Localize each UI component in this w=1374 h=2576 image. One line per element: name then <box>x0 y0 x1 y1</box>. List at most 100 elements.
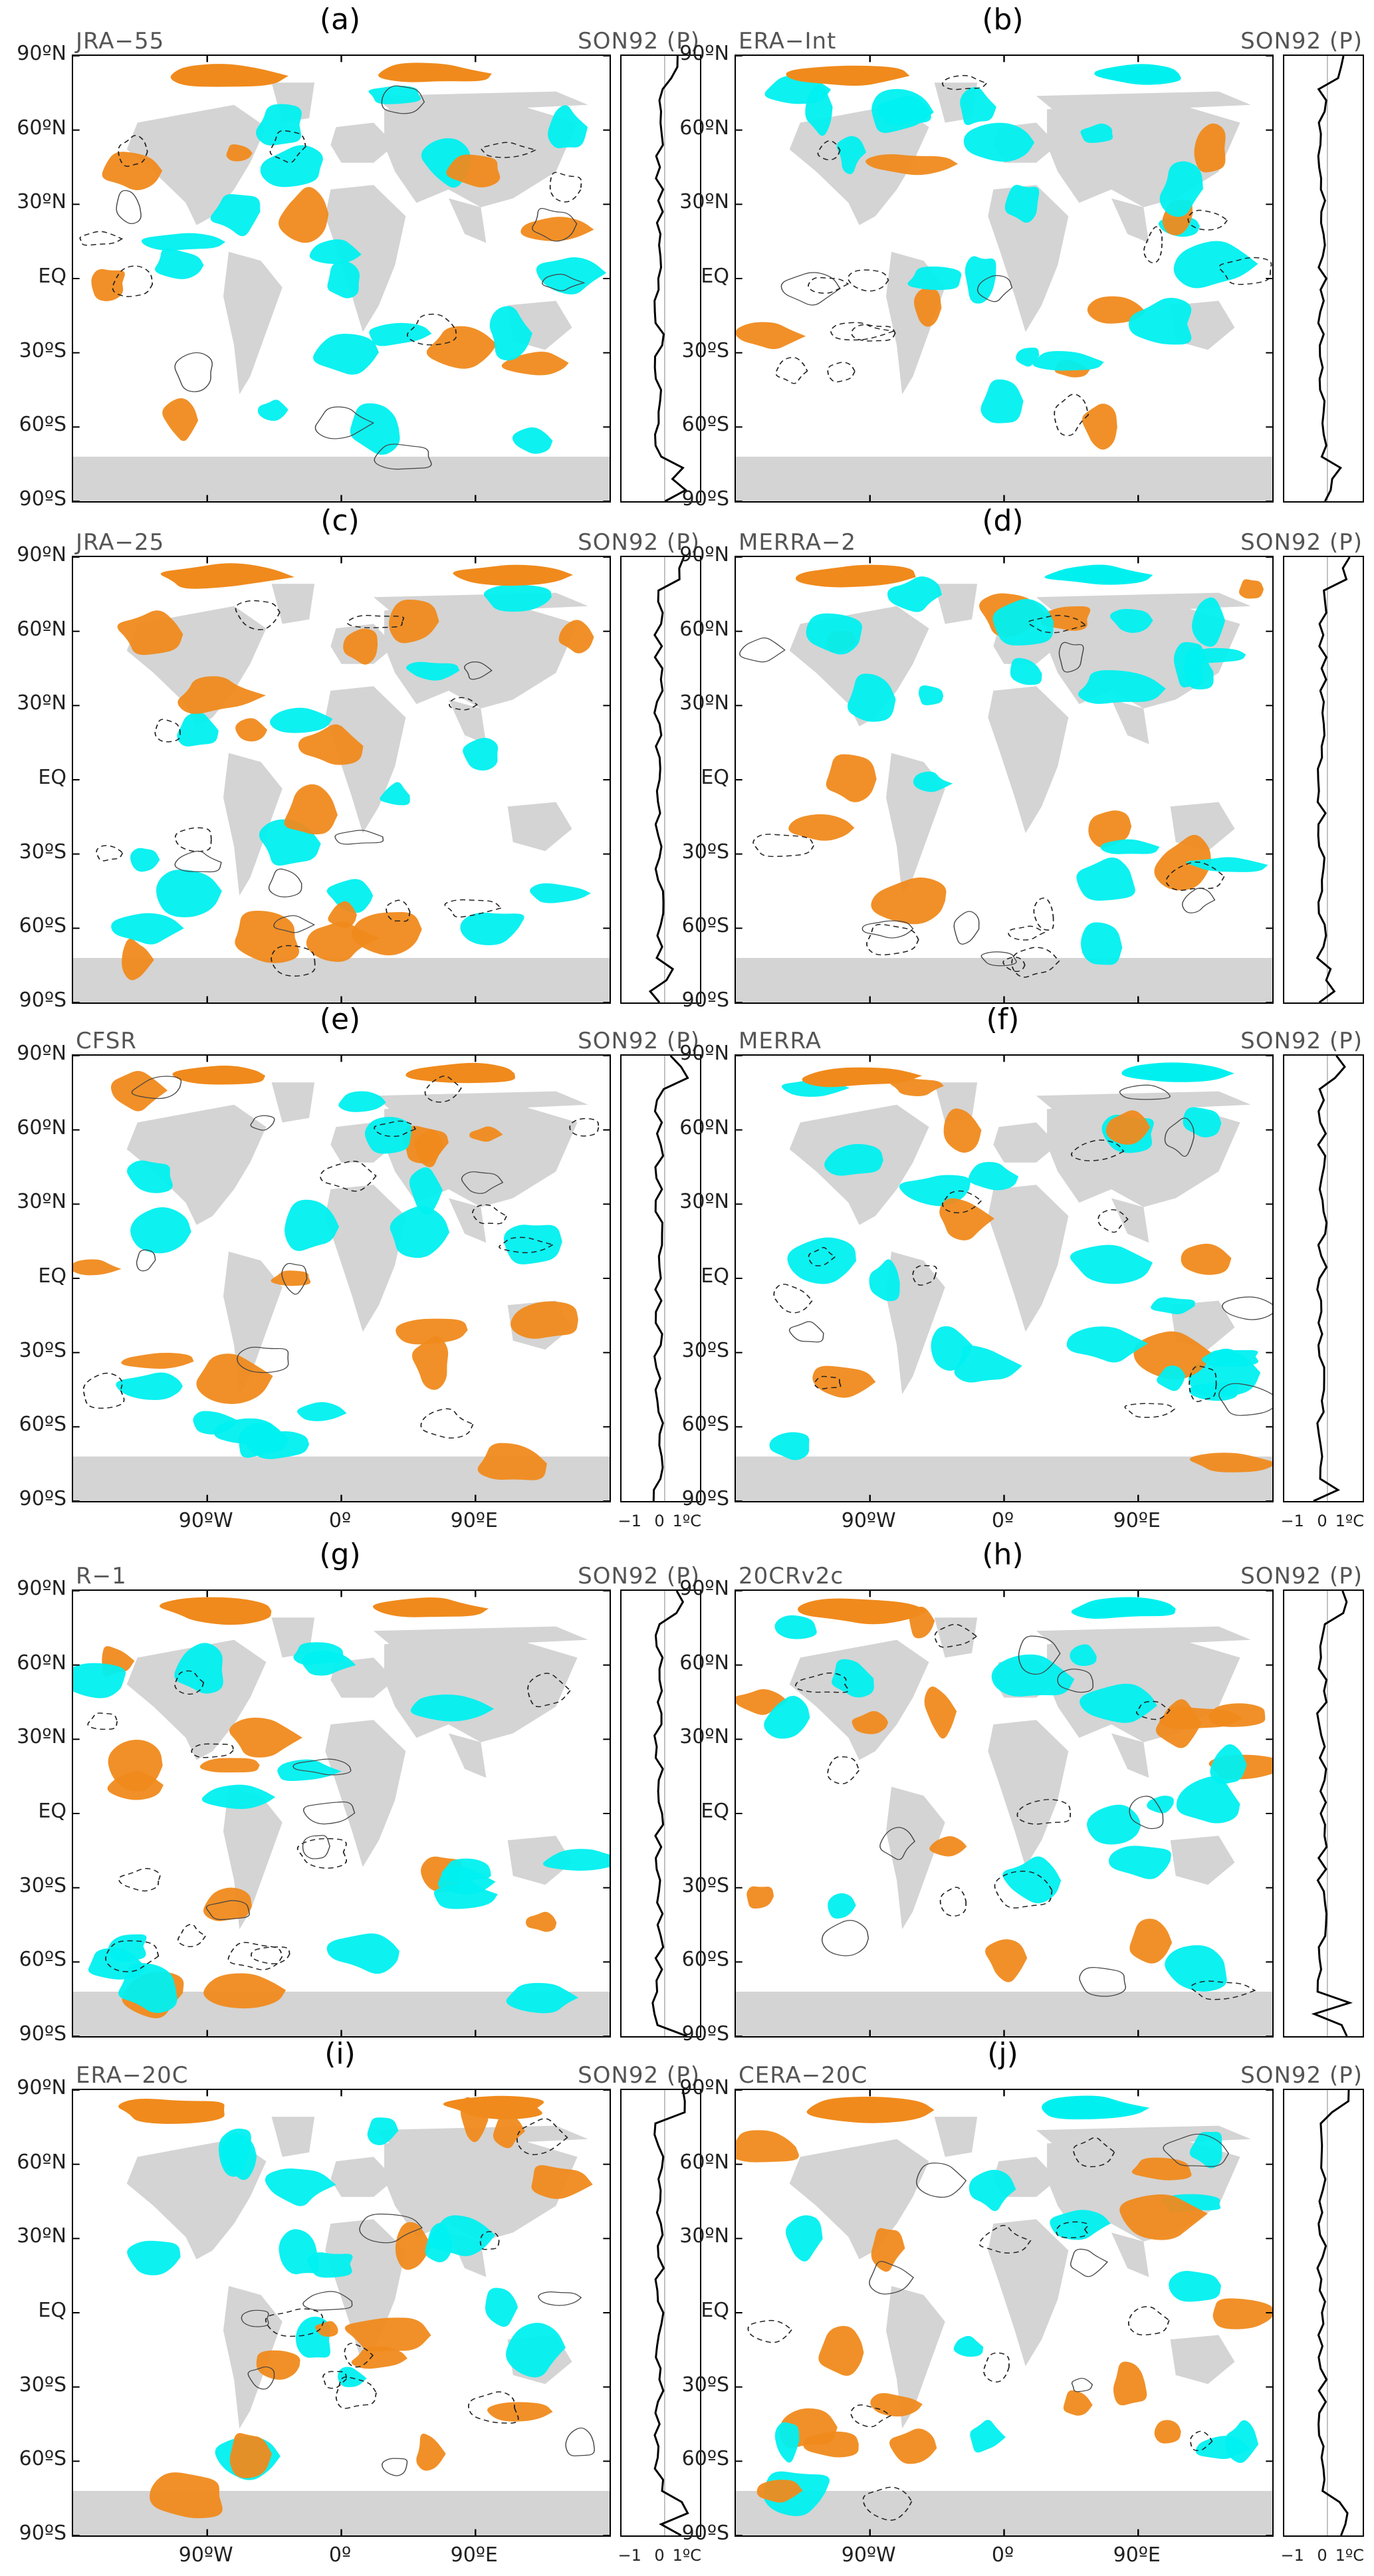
season-label: SON92 (P) <box>1240 1563 1363 1589</box>
positive-contour <box>292 1758 352 1776</box>
warm-anomaly-region <box>203 1973 286 2009</box>
cool-anomaly-region <box>1147 1796 1174 1814</box>
longitude-label: 90ºE <box>450 1509 498 1532</box>
cool-anomaly-region <box>887 576 943 612</box>
season-label: SON92 (P) <box>578 1563 700 1589</box>
warm-anomaly-region <box>1105 1110 1151 1145</box>
latitude-label: 90ºS <box>19 2521 66 2545</box>
warm-anomaly-region <box>256 2350 300 2380</box>
continent-shape <box>736 958 1272 1002</box>
continent-shape <box>507 1835 572 1885</box>
latitude-label: 60ºN <box>679 1651 729 1675</box>
dataset-name: JRA−25 <box>76 529 165 556</box>
cool-anomaly-region <box>270 707 333 733</box>
negative-contour <box>942 1190 982 1214</box>
positive-contour <box>739 638 786 663</box>
warm-anomaly-region <box>279 187 329 243</box>
positive-contour <box>916 2163 967 2198</box>
positive-contour <box>250 1115 275 1131</box>
map-canvas <box>736 557 1272 1002</box>
profile-line <box>1318 56 1343 501</box>
season-label: SON92 (P) <box>578 2062 700 2089</box>
negative-contour <box>444 899 503 918</box>
continent-shape <box>934 2117 978 2157</box>
profile-line <box>1314 1056 1345 1501</box>
cool-anomaly-region <box>1159 161 1203 217</box>
negative-contour <box>1189 1365 1217 1403</box>
cool-anomaly-region <box>108 1934 147 1962</box>
cool-anomaly-region <box>785 2215 823 2262</box>
cool-anomaly-region <box>774 1615 817 1639</box>
zonal-mean-profile <box>620 55 701 503</box>
continent-shape <box>448 1198 487 1243</box>
continent-shape <box>448 198 487 243</box>
continent-shape <box>73 457 610 501</box>
dataset-name: MERRA−2 <box>739 529 857 556</box>
continent-shape <box>373 1091 588 1114</box>
negative-contour <box>569 1117 600 1137</box>
latitude-label: 60ºN <box>679 1115 729 1139</box>
map-canvas <box>736 1591 1272 2036</box>
continent-shape <box>325 1720 406 1867</box>
cool-anomaly-region <box>774 2422 800 2463</box>
cool-anomaly-region <box>427 2215 496 2256</box>
longitude-label: 90ºE <box>450 2543 498 2567</box>
cool-anomaly-region <box>326 1933 400 1974</box>
negative-contour <box>424 1075 462 1103</box>
warm-anomaly-region <box>271 1270 311 1286</box>
warm-anomaly-region <box>929 1836 967 1857</box>
anomaly-region <box>405 1062 515 1084</box>
warm-anomaly-region <box>229 1717 302 1758</box>
negative-contour <box>479 2231 500 2250</box>
continent-shape <box>736 1992 1272 2036</box>
dataset-name: JRA−55 <box>76 28 165 55</box>
cool-anomaly-region <box>260 145 323 187</box>
cool-anomaly-region <box>1050 2210 1111 2240</box>
profile-scale-label: −1 <box>618 1512 641 1530</box>
cool-anomaly-region <box>1100 839 1160 854</box>
negative-contour <box>265 2308 324 2337</box>
positive-contour <box>542 273 586 291</box>
negative-contour <box>335 2376 377 2409</box>
anomaly-region <box>1041 2095 1150 2120</box>
panel-letter: (a) <box>319 3 361 37</box>
continent-shape <box>736 1457 1272 1501</box>
positive-contour <box>382 2458 408 2476</box>
negative-contour <box>1143 226 1163 264</box>
warm-anomaly-region <box>786 65 910 86</box>
latitude-label: 90ºS <box>681 1487 729 1510</box>
warm-anomaly-region <box>118 2098 225 2124</box>
cool-anomaly-region <box>954 1345 1022 1383</box>
warm-anomaly-region <box>122 938 154 981</box>
negative-contour <box>227 1942 283 1970</box>
cool-anomaly-region <box>483 584 552 612</box>
continent-shape <box>885 1251 945 1395</box>
latitude-label: 30ºS <box>681 338 729 362</box>
latitude-label: 60ºN <box>17 617 66 641</box>
cool-anomaly-region <box>1070 1244 1153 1284</box>
latitude-label: EQ <box>38 1264 66 1288</box>
anomaly-region <box>372 1597 489 1617</box>
cool-anomaly-region <box>965 256 996 304</box>
anomaly-map <box>735 55 1274 503</box>
latitude-label: EQ <box>38 265 66 288</box>
cool-anomaly-region <box>828 1893 856 1919</box>
warm-anomaly-region <box>199 1758 260 1773</box>
warm-anomaly-region <box>889 2428 937 2464</box>
latitude-label: 30ºS <box>19 840 66 864</box>
negative-contour <box>827 1756 860 1785</box>
dataset-name: MERRA <box>739 1028 822 1054</box>
cool-anomaly-region <box>543 1849 610 1871</box>
negative-contour <box>499 1236 554 1254</box>
latitude-label: 60ºS <box>19 914 66 938</box>
positive-contour <box>303 1801 356 1825</box>
negative-contour <box>994 1871 1053 1909</box>
warm-anomaly-region <box>913 289 942 327</box>
panel-letter: (b) <box>982 3 1024 37</box>
continent-shape <box>223 753 283 896</box>
anomaly-region <box>1044 564 1153 585</box>
cool-anomaly-region <box>313 334 379 375</box>
dataset-name: CERA−20C <box>739 2062 868 2089</box>
continent-shape <box>1111 1198 1149 1243</box>
latitude-label: 90ºS <box>19 2022 66 2046</box>
